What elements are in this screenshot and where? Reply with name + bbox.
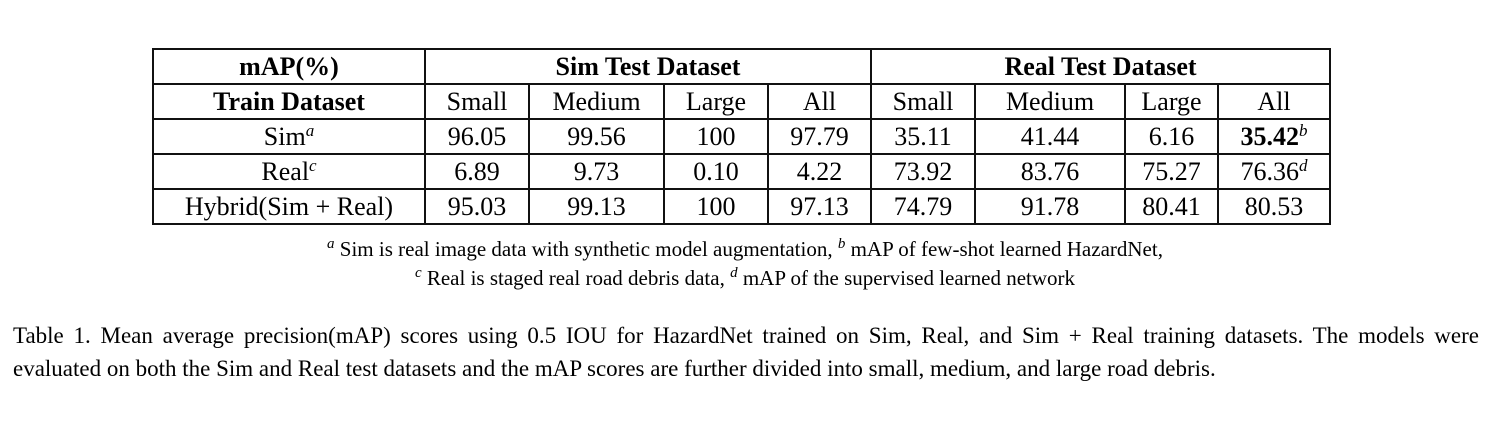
- table-cell: 100: [663, 188, 769, 225]
- table-cell: 96.05: [424, 118, 530, 155]
- table-cell: 97.79: [767, 118, 872, 155]
- table-cell: 80.53: [1217, 188, 1331, 225]
- footnote-mark-d: d: [730, 265, 738, 281]
- real-col-medium: Medium: [974, 83, 1126, 120]
- table-cell: 99.13: [528, 188, 665, 225]
- table-row-real: Realc 6.89 9.73 0.10 4.22 73.92 83.76 75…: [152, 153, 1331, 190]
- row-label: Real: [261, 156, 310, 186]
- best-result-cell: 35.42b: [1217, 118, 1331, 155]
- table-caption: Table 1. Mean average precision(mAP) sco…: [13, 323, 1479, 381]
- table-cell: 6.16: [1124, 118, 1219, 155]
- table-cell: 73.92: [870, 153, 976, 190]
- footnote-mark-a: a: [327, 236, 335, 252]
- real-col-large: Large: [1124, 83, 1219, 120]
- results-table-container: mAP(%) Sim Test Dataset Real Test Datase…: [152, 48, 1331, 225]
- metric-label-cell: mAP(%): [152, 48, 426, 85]
- results-table: mAP(%) Sim Test Dataset Real Test Datase…: [152, 48, 1331, 225]
- footnote-mark-b: b: [837, 236, 846, 252]
- footnote-mark: b: [1299, 120, 1308, 140]
- cell-value: 35.42: [1240, 121, 1300, 151]
- table-cell: 75.27: [1124, 153, 1219, 190]
- footnote-mark: c: [309, 155, 317, 175]
- table-cell: 4.22: [767, 153, 872, 190]
- real-test-dataset-header: Real Test Dataset: [870, 48, 1331, 85]
- footnote-text-d: mAP of the supervised learned network: [737, 266, 1076, 290]
- table-cell: 6.89: [424, 153, 530, 190]
- header-row-columns: Train Dataset Small Medium Large All Sma…: [152, 83, 1331, 120]
- table-cell: 74.79: [870, 188, 976, 225]
- table-row-sim: Sima 96.05 99.56 100 97.79 35.11 41.44 6…: [152, 118, 1331, 155]
- table-cell: 41.44: [974, 118, 1126, 155]
- footnote-mark-c: c: [414, 265, 422, 281]
- table-cell: 80.41: [1124, 188, 1219, 225]
- table-cell: 83.76: [974, 153, 1126, 190]
- sim-test-dataset-header: Sim Test Dataset: [424, 48, 872, 85]
- row-label-cell: Hybrid(Sim + Real): [152, 188, 426, 225]
- real-col-small: Small: [870, 83, 976, 120]
- sim-col-large: Large: [663, 83, 769, 120]
- sim-col-medium: Medium: [528, 83, 665, 120]
- row-label-cell: Sima: [152, 118, 426, 155]
- sim-col-small: Small: [424, 83, 530, 120]
- table-footnote-line-2: c Real is staged real road debris data, …: [152, 266, 1338, 291]
- footnote-text-b: mAP of few-shot learned HazardNet,: [845, 237, 1163, 261]
- table-cell: 35.11: [870, 118, 976, 155]
- footnote-mark: d: [1299, 155, 1308, 175]
- row-label: Sim: [263, 121, 306, 151]
- table-cell: 0.10: [663, 153, 769, 190]
- table-row-hybrid: Hybrid(Sim + Real) 95.03 99.13 100 97.13…: [152, 188, 1331, 225]
- train-dataset-header: Train Dataset: [152, 83, 426, 120]
- sim-col-all: All: [767, 83, 872, 120]
- table-cell: 97.13: [767, 188, 872, 225]
- footnote-text-a: Sim is real image data with synthetic mo…: [334, 237, 838, 261]
- table-cell: 100: [663, 118, 769, 155]
- table-cell: 76.36d: [1217, 153, 1331, 190]
- table-cell: 99.56: [528, 118, 665, 155]
- table-cell: 91.78: [974, 188, 1126, 225]
- header-row-groups: mAP(%) Sim Test Dataset Real Test Datase…: [152, 48, 1331, 85]
- row-label-cell: Realc: [152, 153, 426, 190]
- footnote-mark: a: [305, 120, 315, 140]
- cell-value: 76.36: [1240, 156, 1300, 186]
- table-footnote-line-1: a Sim is real image data with synthetic …: [152, 237, 1338, 262]
- table-cell: 95.03: [424, 188, 530, 225]
- footnote-text-c: Real is staged real road debris data,: [421, 266, 731, 290]
- table-cell: 9.73: [528, 153, 665, 190]
- real-col-all: All: [1217, 83, 1331, 120]
